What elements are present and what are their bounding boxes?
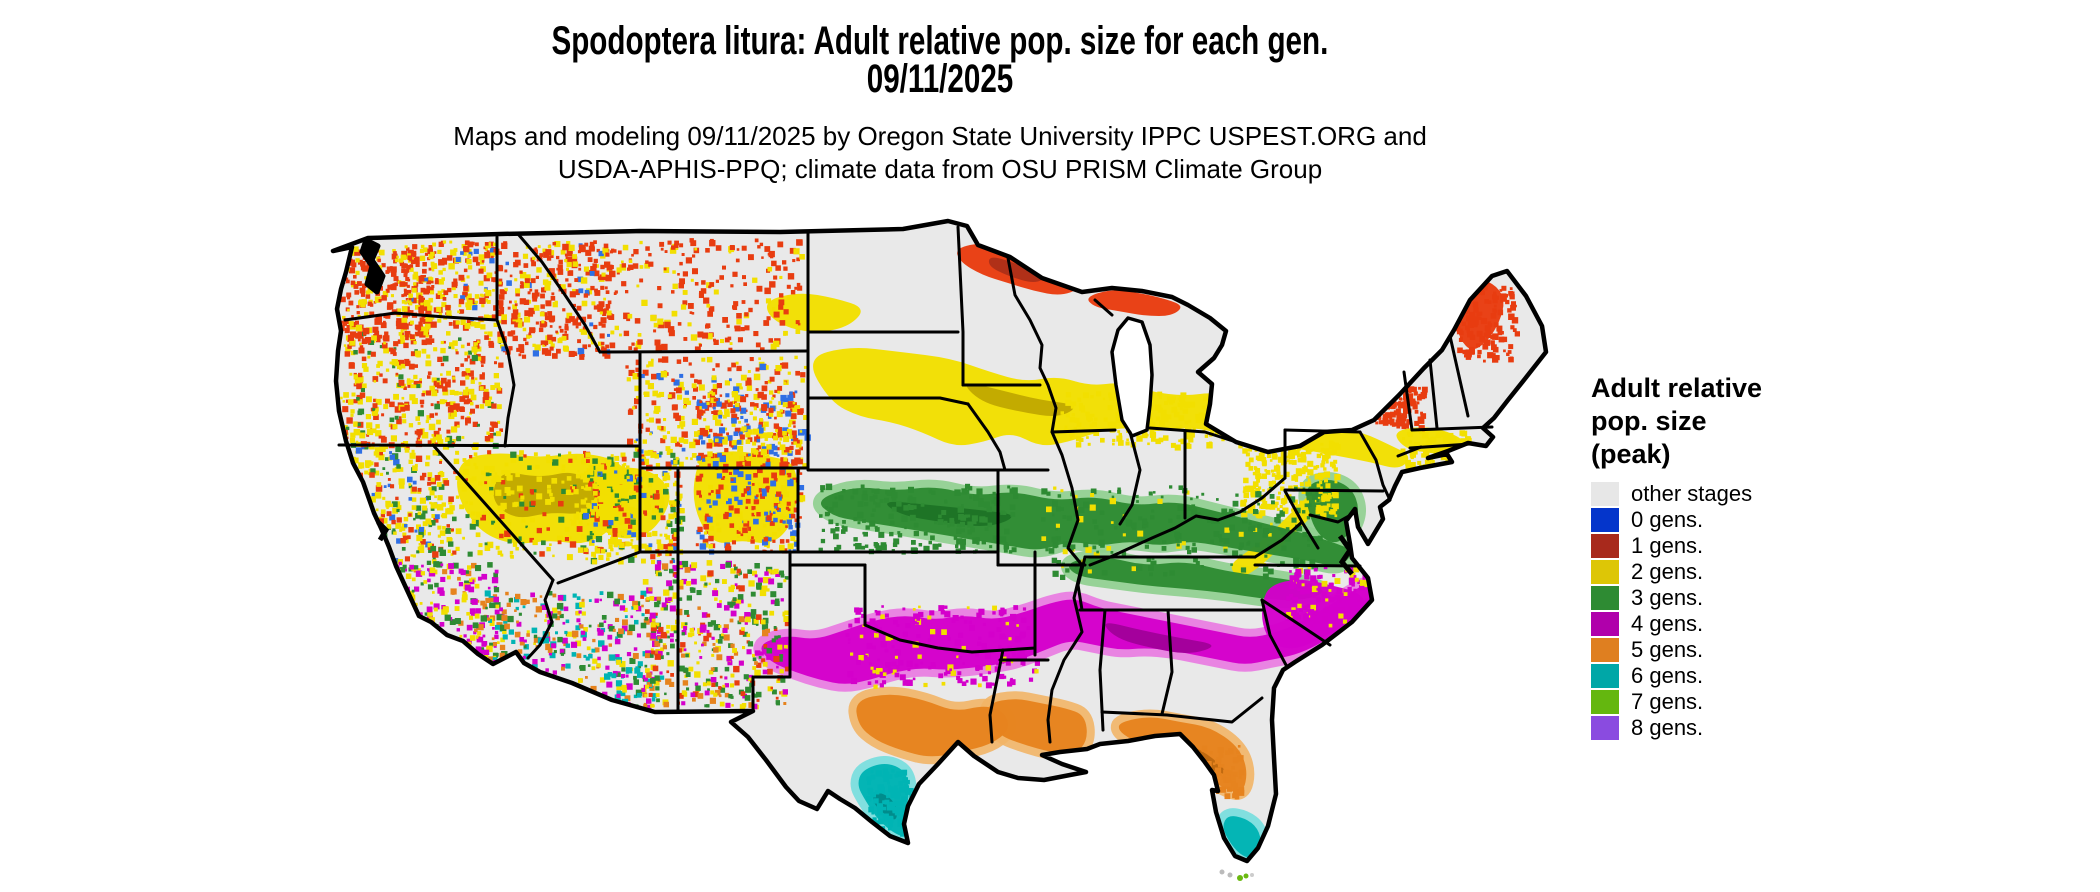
- legend-swatch: [1591, 716, 1619, 740]
- map-credits: Maps and modeling 09/11/2025 by Oregon S…: [0, 120, 1880, 186]
- legend-item-label: 2 gens.: [1631, 559, 1704, 584]
- legend-item-label: 1 gens.: [1631, 533, 1704, 558]
- legend-item-label: 7 gens.: [1631, 689, 1704, 714]
- legend-item: 5 gens.: [1591, 637, 1921, 663]
- legend-swatch: [1591, 690, 1619, 714]
- legend-swatch: [1591, 482, 1619, 506]
- legend-item-label: other stages: [1631, 481, 1753, 506]
- legend: Adult relative pop. size (peak) other st…: [1591, 372, 1921, 741]
- legend-item: 1 gens.: [1591, 533, 1921, 559]
- legend-item-label: 5 gens.: [1631, 637, 1704, 662]
- legend-item: 3 gens.: [1591, 585, 1921, 611]
- legend-item-label: 3 gens.: [1631, 585, 1704, 610]
- map-credits-line1: Maps and modeling 09/11/2025 by Oregon S…: [453, 121, 1427, 151]
- legend-swatch: [1591, 664, 1619, 688]
- legend-title: Adult relative pop. size (peak): [1591, 373, 1763, 469]
- legend-item-label: 4 gens.: [1631, 611, 1704, 636]
- map-title: Spodoptera litura: Adult relative pop. s…: [551, 19, 1329, 63]
- legend-item-label: 6 gens.: [1631, 663, 1704, 688]
- legend-items: other stages 0 gens. 1 gens. 2 gens. 3 gens.…: [1591, 481, 1921, 741]
- map-credits-line2: USDA-APHIS-PPQ; climate data from OSU PR…: [557, 154, 1323, 184]
- legend-item: 0 gens.: [1591, 507, 1921, 533]
- legend-swatch: [1591, 560, 1619, 584]
- map-date: 09/11/2025: [866, 57, 1014, 101]
- legend-swatch: [1591, 612, 1619, 636]
- legend-swatch: [1591, 586, 1619, 610]
- legend-item: other stages: [1591, 481, 1921, 507]
- map-header: Spodoptera litura: Adult relative pop. s…: [0, 19, 1880, 101]
- legend-item-label: 0 gens.: [1631, 507, 1704, 532]
- legend-item-label: 8 gens.: [1631, 715, 1704, 740]
- legend-item: 6 gens.: [1591, 663, 1921, 689]
- legend-item: 2 gens.: [1591, 559, 1921, 585]
- legend-item: 7 gens.: [1591, 689, 1921, 715]
- legend-swatch: [1591, 508, 1619, 532]
- legend-swatch: [1591, 534, 1619, 558]
- legend-swatch: [1591, 638, 1619, 662]
- legend-item: 4 gens.: [1591, 611, 1921, 637]
- legend-item: 8 gens.: [1591, 715, 1921, 741]
